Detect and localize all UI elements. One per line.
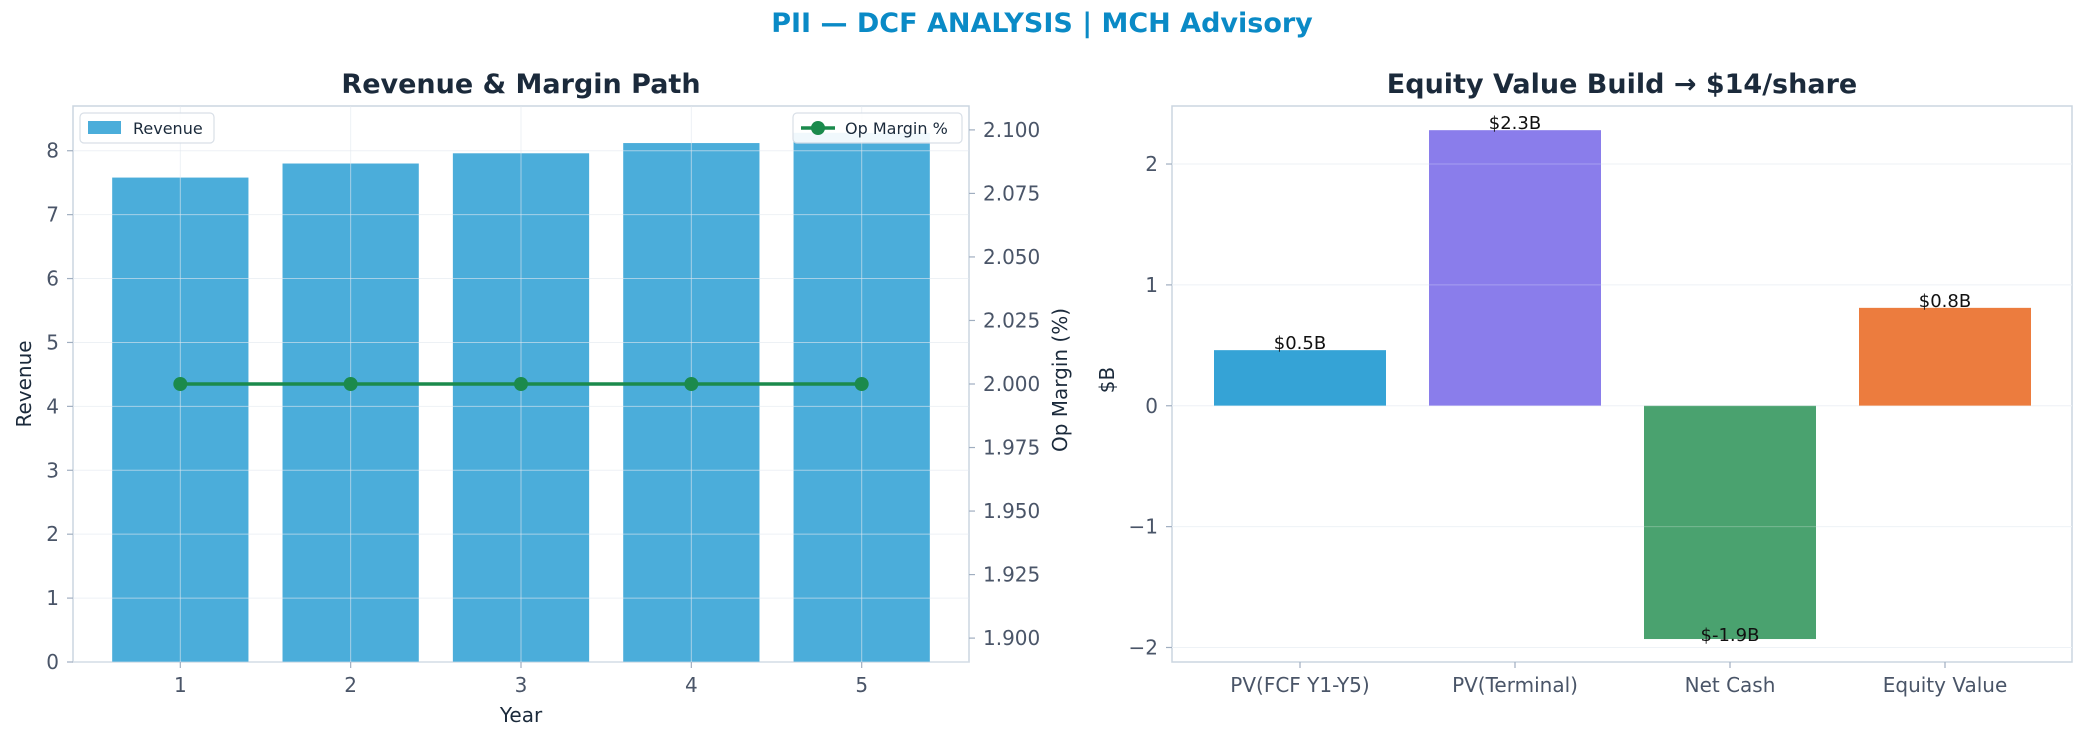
x-tick-label: 5 bbox=[855, 673, 868, 697]
x-tick-label: 3 bbox=[515, 673, 528, 697]
y-tick-label-2: −2 bbox=[1129, 635, 1158, 659]
chart-title: Revenue & Margin Path bbox=[341, 69, 700, 100]
y-tick-label: 2 bbox=[46, 522, 59, 546]
x-tick-label: 1 bbox=[174, 673, 187, 697]
x-tick-label-2: Equity Value bbox=[1883, 673, 2008, 697]
y2-axis-label: Op Margin (%) bbox=[1048, 308, 1072, 452]
x-tick-label: 4 bbox=[685, 673, 698, 697]
y-tick-label: 5 bbox=[46, 330, 59, 354]
x-tick-label-2: Net Cash bbox=[1685, 673, 1776, 697]
y2-tick-label: 2.050 bbox=[983, 245, 1040, 269]
equity-bar bbox=[1859, 307, 2031, 406]
y-tick-label: 7 bbox=[46, 203, 59, 227]
equity-bar bbox=[1429, 130, 1601, 406]
bar-data-label: $-1.9B bbox=[1701, 625, 1760, 646]
x-tick-label: 2 bbox=[344, 673, 357, 697]
legend-swatch-margin-marker bbox=[811, 121, 825, 135]
y-tick-label-2: 1 bbox=[1145, 273, 1158, 297]
legend-label-margin: Op Margin % bbox=[845, 119, 948, 138]
y-tick-label: 1 bbox=[46, 586, 59, 610]
y2-tick-label: 1.900 bbox=[983, 626, 1040, 650]
y2-tick-label: 1.950 bbox=[983, 499, 1040, 523]
op-margin-point bbox=[343, 377, 358, 391]
legend-label-revenue: Revenue bbox=[133, 119, 203, 138]
y-tick-label-2: 2 bbox=[1145, 152, 1158, 176]
chart-title-2: Equity Value Build → $14/share bbox=[1387, 69, 1857, 100]
legend-box-margin bbox=[792, 112, 963, 144]
y-tick-label: 3 bbox=[46, 458, 59, 482]
y2-tick-label: 2.100 bbox=[983, 118, 1040, 142]
plot-frame-2 bbox=[1171, 105, 2073, 663]
op-margin-point bbox=[173, 377, 188, 391]
bar-data-label: $2.3B bbox=[1489, 113, 1541, 134]
y2-tick-label: 1.975 bbox=[983, 436, 1040, 460]
op-margin-point bbox=[684, 377, 699, 391]
y-tick-label: 4 bbox=[46, 394, 59, 418]
y-tick-label-2: 0 bbox=[1145, 394, 1158, 418]
equity-bar bbox=[1644, 405, 1816, 640]
x-axis-label: Year bbox=[499, 703, 543, 727]
equity-bar bbox=[1214, 350, 1386, 406]
legend-swatch-revenue bbox=[88, 121, 121, 134]
figure-title: PII — DCF ANALYSIS | MCH Advisory bbox=[771, 8, 1313, 39]
y2-tick-label: 2.075 bbox=[983, 181, 1040, 205]
y-axis-label-2: $B bbox=[1095, 367, 1119, 393]
op-margin-point bbox=[854, 377, 869, 391]
op-margin-point bbox=[514, 377, 528, 391]
legend-box-revenue bbox=[79, 112, 215, 144]
x-tick-label-2: PV(Terminal) bbox=[1452, 673, 1578, 697]
y-tick-label: 0 bbox=[46, 650, 59, 674]
y2-tick-label: 1.925 bbox=[983, 563, 1040, 587]
y-tick-label: 6 bbox=[46, 267, 59, 291]
x-tick-label-2: PV(FCF Y1-Y5) bbox=[1230, 673, 1369, 697]
y-tick-label-2: −1 bbox=[1129, 515, 1158, 539]
y2-tick-label: 2.000 bbox=[983, 372, 1040, 396]
y-axis-label: Revenue bbox=[12, 340, 36, 427]
y-tick-label: 8 bbox=[46, 139, 59, 163]
bar-data-label: $0.5B bbox=[1274, 333, 1326, 354]
bar-data-label: $0.8B bbox=[1919, 291, 1971, 312]
y2-tick-label: 2.025 bbox=[983, 308, 1040, 332]
